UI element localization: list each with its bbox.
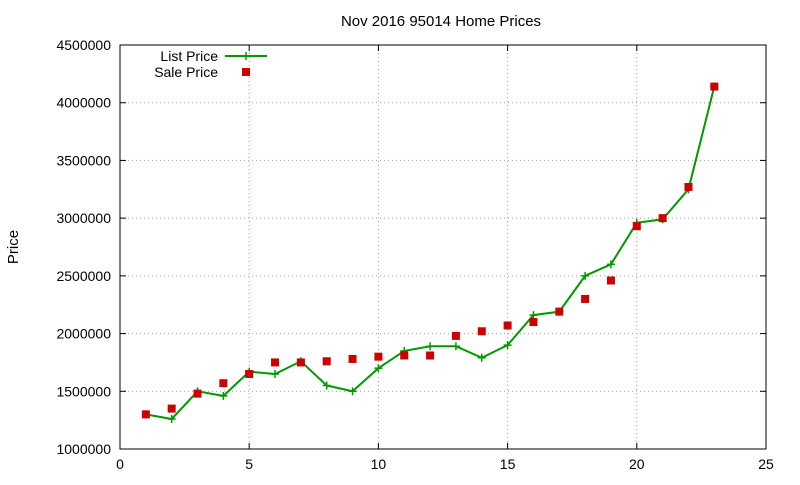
series-sale-price — [141, 82, 719, 419]
sale-price-point — [219, 379, 228, 388]
y-axis-label: Price — [5, 230, 22, 264]
list-price-point — [426, 342, 435, 351]
sale-price-point — [503, 321, 512, 330]
sale-price-point — [606, 276, 615, 285]
list-price-point — [348, 387, 357, 396]
sale-price-point — [426, 351, 435, 360]
x-tick-label: 15 — [500, 456, 516, 472]
y-tick-label: 4000000 — [56, 95, 111, 111]
axes-layer: 0 5 10 15 20 25 1000000 1500000 2000000 2500000 30… — [56, 37, 774, 472]
list-price-point — [219, 391, 228, 400]
data-layer — [141, 82, 719, 423]
list-price-point — [529, 311, 538, 320]
sale-price-point — [374, 352, 383, 361]
legend-label: List Price — [160, 48, 218, 64]
list-price-line — [145, 86, 716, 421]
list-price-point — [581, 271, 590, 280]
sale-price-point — [658, 214, 667, 223]
sale-price-point — [555, 307, 564, 316]
x-tick-label: 20 — [629, 456, 645, 472]
list-price-point — [322, 381, 331, 390]
series-list-price — [141, 82, 719, 423]
sale-price-point — [141, 410, 150, 419]
x-tick-label: 0 — [116, 456, 124, 472]
y-tick-label: 1500000 — [56, 383, 111, 399]
plot-border — [119, 44, 767, 450]
sale-price-point — [710, 82, 719, 91]
sale-price-point — [348, 354, 357, 363]
list-price-point — [271, 369, 280, 378]
sale-price-point — [245, 369, 254, 378]
sale-price-point — [451, 331, 460, 340]
sale-price-point — [684, 182, 693, 191]
y-tick-label: 2500000 — [56, 268, 111, 284]
y-tick-label: 2000000 — [56, 326, 111, 342]
list-price-point — [606, 260, 615, 269]
y-tick-label: 3500000 — [56, 152, 111, 168]
y-tick-label: 3000000 — [56, 210, 111, 226]
list-price-point — [451, 342, 460, 351]
list-price-point — [374, 364, 383, 373]
sale-price-point — [529, 318, 538, 327]
y-tick-label: 1000000 — [56, 441, 111, 457]
grid-layer — [120, 45, 766, 449]
sale-price-point — [322, 357, 331, 366]
sale-price-point — [400, 351, 409, 360]
legend-label: Sale Price — [154, 64, 218, 80]
list-price-point — [503, 341, 512, 350]
list-price-point — [167, 414, 176, 423]
sale-price-point — [581, 294, 590, 303]
legend-square-swatch — [242, 68, 250, 76]
y-tick-label: 4500000 — [56, 37, 111, 53]
sale-price-point — [632, 222, 641, 231]
legend-plus-swatch — [242, 52, 250, 60]
x-tick-label: 5 — [245, 456, 253, 472]
sale-price-point — [193, 389, 202, 398]
list-price-point — [477, 353, 486, 362]
sale-price-point — [477, 327, 486, 336]
sale-price-point — [167, 404, 176, 413]
chart-title: Nov 2016 95014 Home Prices — [341, 13, 541, 30]
x-tick-label: 25 — [758, 456, 774, 472]
sale-price-point — [271, 358, 280, 367]
x-tick-label: 10 — [371, 456, 387, 472]
sale-price-point — [296, 358, 305, 367]
